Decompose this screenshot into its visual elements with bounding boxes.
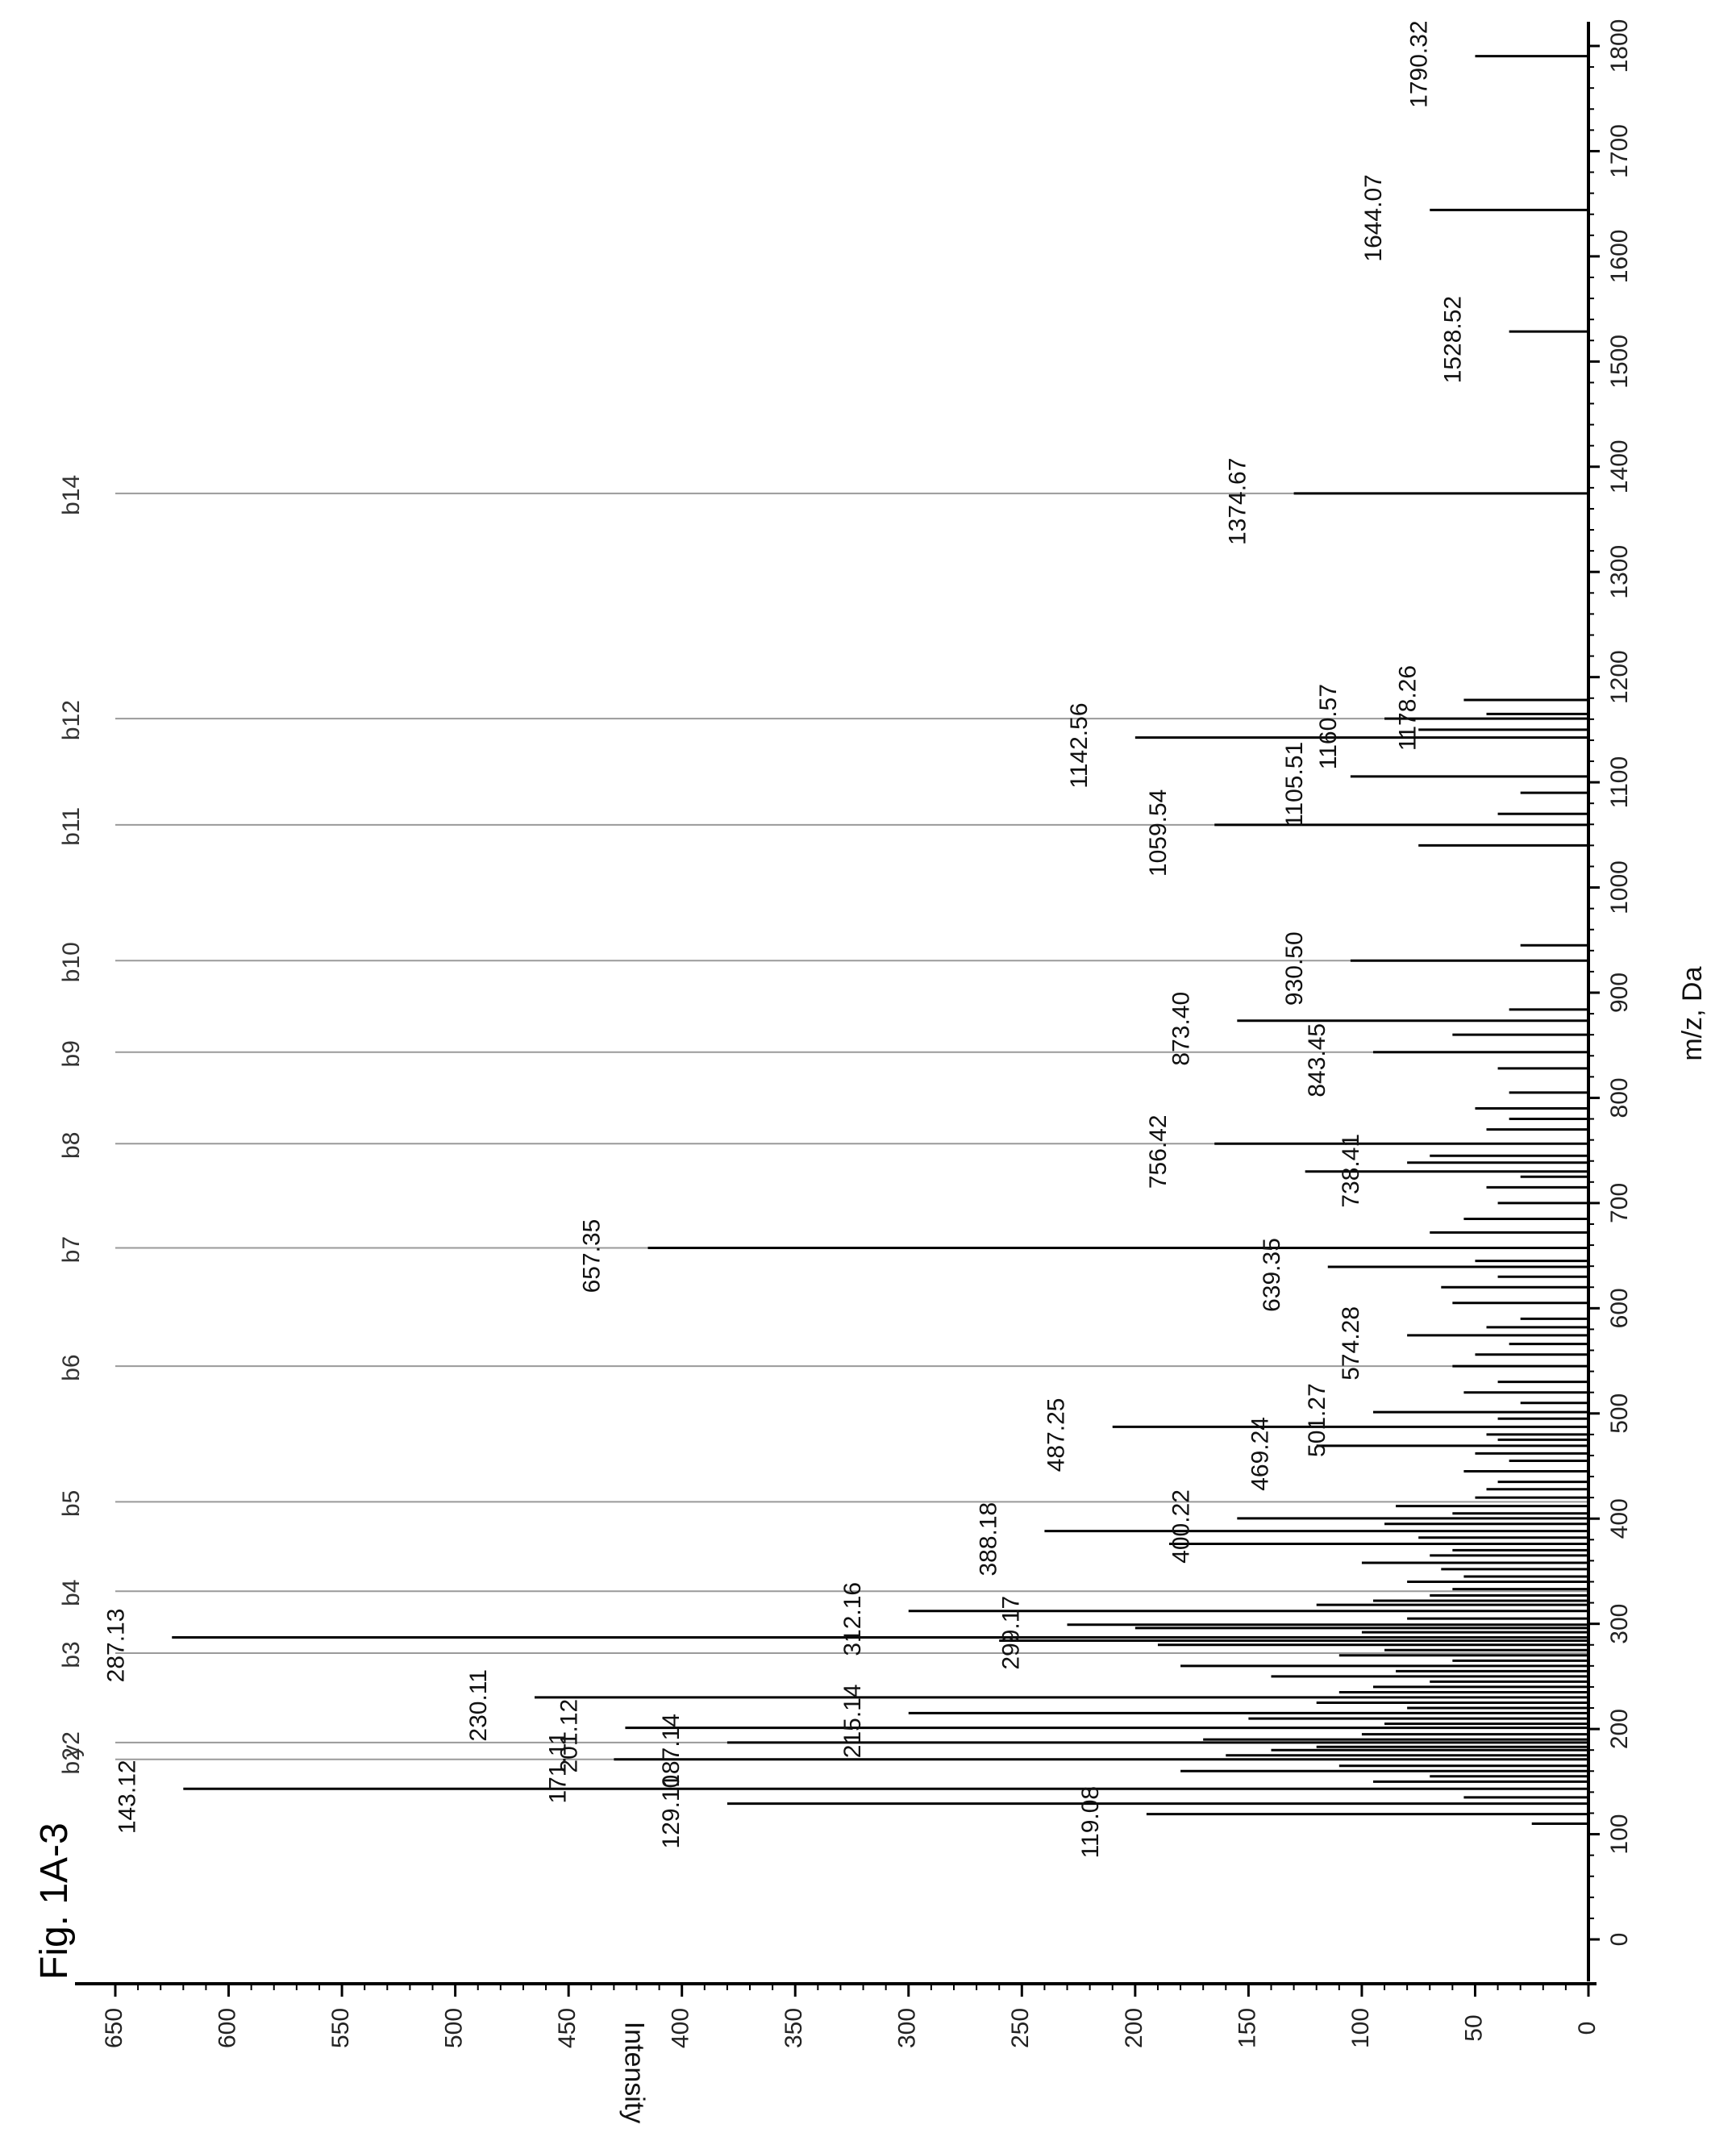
intensity-tick-label: 550 <box>327 2008 354 2048</box>
x-axis-title: m/z, Da <box>1677 966 1708 1060</box>
mz-tick-label: 600 <box>1606 1288 1633 1328</box>
peak-label: 1160.57 <box>1315 684 1342 769</box>
intensity-tick-label: 400 <box>668 2008 694 2048</box>
peak-label: 1790.32 <box>1405 20 1432 107</box>
mz-tick-label: 1700 <box>1606 124 1633 178</box>
mz-tick-label: 800 <box>1606 1077 1633 1118</box>
intensity-tick-label: 500 <box>441 2008 468 2048</box>
intensity-tick-label: 200 <box>1121 2008 1147 2048</box>
peak-label: 1528.52 <box>1440 296 1467 383</box>
peak-label: 756.42 <box>1145 1114 1172 1189</box>
peak-label: 400.22 <box>1168 1489 1194 1564</box>
peak-label: 873.40 <box>1168 992 1194 1066</box>
peak-label: 230.11 <box>465 1669 492 1742</box>
peak-label: 171.11 <box>544 1731 571 1804</box>
peak-label: 129.10 <box>658 1775 685 1849</box>
mz-tick-label: 100 <box>1606 1814 1633 1855</box>
peak-label: 215.14 <box>839 1684 866 1758</box>
peak-label: 1644.07 <box>1360 174 1387 261</box>
fragment-ion-label-b6: b6 <box>58 1354 85 1381</box>
mz-tick-label: 400 <box>1606 1498 1633 1539</box>
intensity-tick-label: 650 <box>101 2008 127 2048</box>
fragment-ion-label-b3: b3 <box>58 1641 85 1668</box>
y-axis-title: Intensity <box>618 2022 649 2124</box>
peak-label: 738.41 <box>1338 1134 1364 1208</box>
mz-tick-label: 700 <box>1606 1183 1633 1223</box>
fragment-ion-label-b11: b11 <box>58 807 85 846</box>
peak-label: 1374.67 <box>1225 458 1251 545</box>
peak-label: 1142.56 <box>1066 702 1093 788</box>
peak-label: 388.18 <box>975 1502 1001 1577</box>
peak-label: 639.35 <box>1259 1238 1285 1312</box>
fragment-ion-label-b5: b5 <box>58 1490 85 1517</box>
mz-tick-label: 900 <box>1606 973 1633 1013</box>
mz-tick-label: 1200 <box>1606 650 1633 704</box>
peak-label: 201.12 <box>556 1699 582 1773</box>
chart-axes: 0100200300400500600700800900100011001200… <box>75 19 1633 2048</box>
fragment-ion-label-b2: b2 <box>58 1747 85 1774</box>
peak-label: 299.17 <box>998 1596 1025 1670</box>
intensity-tick-label: 300 <box>894 2008 921 2048</box>
peak-label: 487.25 <box>1043 1398 1070 1472</box>
intensity-tick-label: 0 <box>1574 2022 1601 2035</box>
peak-label: 119.08 <box>1077 1786 1104 1859</box>
mz-tick-label: 500 <box>1606 1393 1633 1434</box>
mz-tick-label: 1800 <box>1606 19 1633 73</box>
peak-label: 1178.26 <box>1394 665 1421 751</box>
peak-label: 187.14 <box>658 1714 685 1788</box>
peak-label: 287.13 <box>102 1609 129 1683</box>
mz-tick-label: 1100 <box>1606 756 1633 809</box>
fragment-ion-label-y2: y2 <box>58 1731 85 1757</box>
intensity-tick-label: 150 <box>1234 2008 1260 2048</box>
peak-label: 1105.51 <box>1281 742 1308 827</box>
peak-label: 312.16 <box>839 1582 866 1656</box>
intensity-tick-label: 350 <box>781 2008 807 2048</box>
peak-label: 501.27 <box>1304 1383 1330 1457</box>
intensity-tick-label: 600 <box>214 2008 240 2048</box>
mz-tick-label: 1300 <box>1606 545 1633 599</box>
fragment-ion-label-b4: b4 <box>58 1580 85 1606</box>
peak-label: 469.24 <box>1247 1417 1274 1491</box>
fragment-ion-label-b14: b14 <box>58 475 85 515</box>
fragment-ion-label-b9: b9 <box>58 1040 85 1067</box>
peak-label: 657.35 <box>579 1219 606 1293</box>
peak-label: 843.45 <box>1304 1023 1330 1098</box>
mz-tick-label: 0 <box>1606 1933 1633 1947</box>
peak-label: 143.12 <box>114 1760 140 1834</box>
mz-tick-label: 1500 <box>1606 335 1633 389</box>
intensity-tick-label: 50 <box>1460 2014 1487 2041</box>
mz-tick-label: 1600 <box>1606 230 1633 284</box>
fragment-ion-label-b7: b7 <box>58 1236 85 1263</box>
intensity-tick-label: 100 <box>1347 2008 1374 2048</box>
fragment-ion-label-b12: b12 <box>58 700 85 740</box>
mz-tick-label: 1000 <box>1606 860 1633 914</box>
peak-label: 930.50 <box>1281 931 1308 1006</box>
intensity-tick-label: 250 <box>1007 2008 1034 2048</box>
fragment-ion-label-b10: b10 <box>58 942 85 982</box>
mz-tick-label: 300 <box>1606 1604 1633 1644</box>
spectrum-peaks <box>172 55 1588 1826</box>
peak-label: 1059.54 <box>1145 789 1172 877</box>
fragment-ion-label-b8: b8 <box>58 1132 85 1159</box>
mz-tick-label: 1400 <box>1606 439 1633 494</box>
peak-labels: 119.08 129.10 143.12 171.11 187.14 201.12 215.… <box>102 20 1466 1858</box>
intensity-tick-label: 450 <box>554 2008 581 2048</box>
mz-tick-label: 200 <box>1606 1709 1633 1749</box>
peak-label: 574.28 <box>1338 1306 1364 1381</box>
